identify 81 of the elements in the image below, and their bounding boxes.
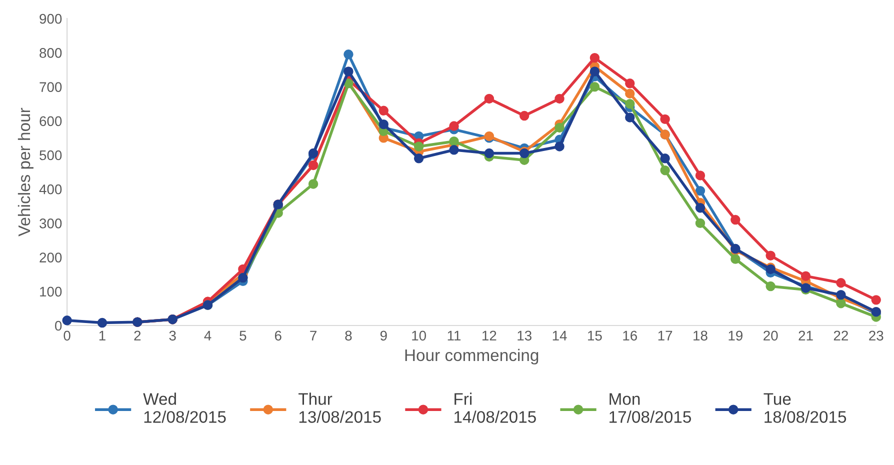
- point: [625, 78, 635, 88]
- x-tick-label: 16: [623, 330, 637, 341]
- x-tick-label: 18: [694, 330, 708, 341]
- x-tick-label: 9: [380, 330, 387, 341]
- point: [554, 142, 564, 152]
- x-tick-label: 7: [310, 330, 316, 340]
- point: [590, 52, 600, 63]
- x-tick-label: 1: [99, 330, 106, 340]
- point: [378, 119, 389, 130]
- x-axis-title: Hour commencing: [405, 348, 538, 364]
- x-tick-label: 0: [64, 330, 70, 341]
- point: [730, 214, 740, 225]
- point: [378, 106, 389, 116]
- point: [625, 88, 635, 98]
- y-axis-title: Vehicles per hour: [18, 108, 34, 236]
- x-tick-label: 15: [588, 330, 602, 341]
- x-tick-label: 11: [448, 330, 461, 340]
- point: [766, 281, 776, 292]
- x-tick-label: 22: [834, 330, 848, 340]
- point: [344, 50, 354, 60]
- point: [836, 298, 846, 308]
- point: [590, 66, 600, 76]
- point: [414, 154, 424, 164]
- legend-label: Wed 12/08/2015: [143, 392, 226, 423]
- point: [519, 110, 530, 121]
- point: [695, 218, 706, 228]
- point: [871, 295, 881, 305]
- point: [625, 112, 635, 122]
- x-tick-label: 2: [134, 330, 141, 340]
- point: [766, 250, 776, 260]
- x-tick-label: 17: [658, 330, 672, 340]
- x-tick-label: 3: [169, 330, 176, 341]
- legend-label: Fri 14/08/2015: [454, 392, 536, 423]
- point: [344, 66, 354, 76]
- x-tick-label: 8: [345, 330, 352, 341]
- legend-label: Mon 17/08/2015: [610, 393, 692, 423]
- point: [449, 136, 459, 146]
- y-tick-label: 800: [40, 48, 62, 58]
- y-tick-label: 200: [40, 252, 62, 262]
- legend-label: Thur 13/08/2015: [298, 392, 381, 423]
- x-tick-label: 20: [764, 330, 778, 341]
- x-tick-label: 14: [552, 330, 567, 340]
- x-tick-label: 4: [204, 330, 212, 340]
- point: [625, 98, 635, 109]
- point: [62, 316, 72, 326]
- point: [484, 148, 494, 158]
- point: [554, 94, 564, 104]
- y-tick-label: 300: [40, 218, 62, 228]
- point: [730, 254, 740, 264]
- x-tick-label: 23: [869, 330, 884, 341]
- y-tick-label: 600: [40, 116, 62, 126]
- point: [800, 271, 811, 281]
- y-tick-label: 400: [39, 184, 62, 194]
- point: [660, 165, 670, 176]
- point: [695, 186, 706, 196]
- point: [660, 114, 670, 124]
- y-tick-label: 0: [55, 320, 62, 331]
- x-tick-label: 13: [518, 330, 532, 341]
- point: [414, 142, 424, 152]
- point: [836, 278, 846, 288]
- point: [695, 202, 706, 213]
- point: [590, 82, 600, 92]
- point: [484, 94, 494, 104]
- x-tick-label: 19: [728, 330, 742, 341]
- x-tick-label: 5: [240, 330, 246, 341]
- point: [449, 121, 459, 131]
- y-tick-label: 700: [40, 82, 62, 92]
- point: [449, 145, 459, 155]
- point: [554, 122, 564, 133]
- point: [695, 170, 706, 180]
- legend-label: Tue 18/08/2015: [764, 393, 846, 423]
- x-tick-label: 6: [274, 330, 282, 341]
- x-tick-label: 12: [482, 330, 496, 340]
- x-tick-label: 21: [798, 330, 813, 340]
- y-tick-label: 500: [40, 150, 62, 160]
- point: [97, 318, 108, 328]
- x-tick-label: 10: [412, 330, 426, 341]
- point: [308, 179, 318, 189]
- y-tick-label: 900: [40, 14, 62, 24]
- y-tick-label: 100: [40, 286, 62, 297]
- point: [660, 154, 670, 164]
